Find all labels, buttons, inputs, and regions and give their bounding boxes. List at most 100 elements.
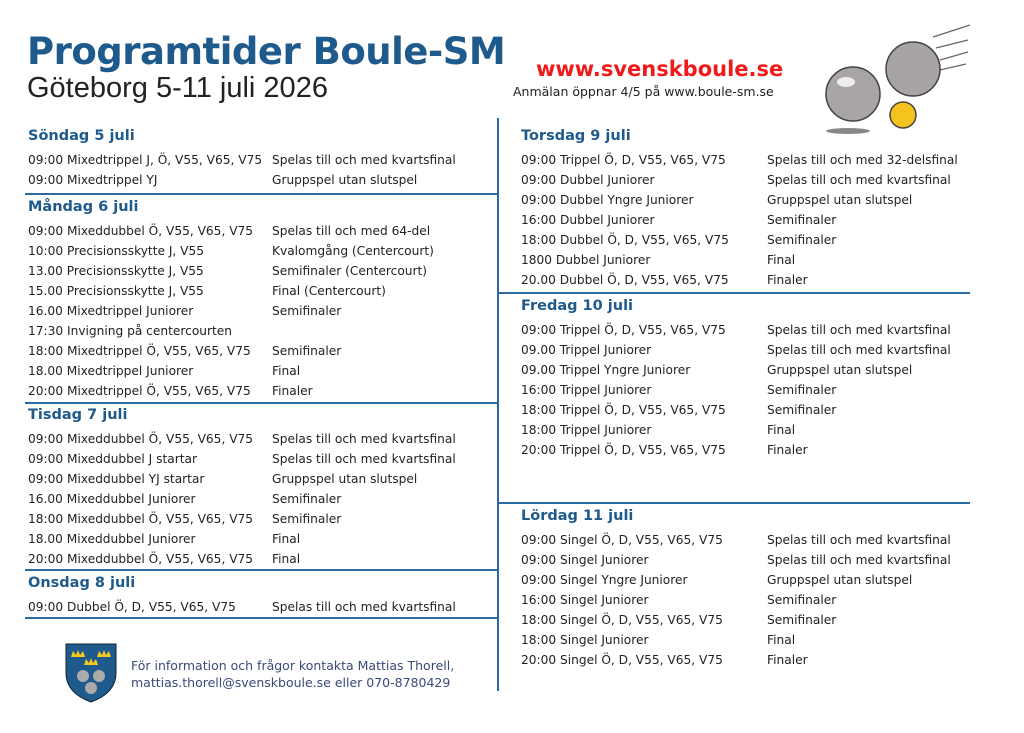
event-name: 15.00 Precisionsskytte J, V55 [28, 284, 204, 298]
event-stage: Gruppspel utan slutspel [272, 173, 418, 187]
contact-info: För information och frågor kontakta Matt… [131, 657, 454, 691]
event-stage: Semifinaler [272, 492, 342, 506]
schedule-row: 20:00 Mixeddubbel Ö, V55, V65, V75 Final [28, 549, 498, 569]
schedule-row: 20:00 Singel Ö, D, V55, V65, V75 Finaler [521, 650, 991, 670]
section-divider [25, 193, 498, 195]
event-name: 16:00 Singel Juniorer [521, 593, 649, 607]
day-heading: Tisdag 7 juli [28, 407, 128, 423]
day-section-sondag: Söndag 5 juli 09:00 Mixedtrippel J, Ö, V5… [28, 127, 498, 190]
event-name: 1800 Dubbel Juniorer [521, 253, 651, 267]
contact-line[interactable]: mattias.thorell@svenskboule.se eller 070… [131, 675, 451, 690]
schedule-row: 09:00 Dubbel Yngre Juniorer Gruppspel uta… [521, 190, 991, 210]
federation-logo [65, 643, 117, 703]
event-stage: Finaler [767, 273, 808, 287]
event-name: 09:00 Mixedtrippel YJ [28, 173, 158, 187]
boule-balls-illustration [825, 24, 971, 134]
day-heading: Fredag 10 juli [521, 298, 634, 314]
event-stage: Final [272, 364, 301, 378]
event-name: 09:00 Mixeddubbel Ö, V55, V65, V75 [28, 224, 254, 238]
event-name: 09:00 Dubbel Ö, D, V55, V65, V75 [28, 600, 236, 614]
event-name: 09:00 Singel Juniorer [521, 553, 649, 567]
event-stage: Gruppspel utan slutspel [767, 363, 913, 377]
event-name: 20:00 Mixeddubbel Ö, V55, V65, V75 [28, 552, 254, 566]
event-name: 18:00 Singel Ö, D, V55, V65, V75 [521, 613, 723, 627]
schedule-row: 09:00 Trippel Ö, D, V55, V65, V75 Spelas … [521, 320, 991, 340]
schedule-row: 16:00 Trippel Juniorer Semifinaler [521, 380, 991, 400]
event-name: 20:00 Trippel Ö, D, V55, V65, V75 [521, 443, 726, 457]
day-section-tisdag: Tisdag 7 juli 09:00 Mixeddubbel Ö, V55, V… [28, 406, 498, 569]
schedule-row: 18:00 Singel Ö, D, V55, V65, V75 Semifina… [521, 610, 991, 630]
schedule-row: 09:00 Singel Juniorer Spelas till och med… [521, 550, 991, 570]
event-stage: Finaler [272, 384, 313, 398]
event-name: 16:00 Dubbel Juniorer [521, 213, 655, 227]
schedule-row: 13.00 Precisionsskytte J, V55 Semifinaler… [28, 261, 498, 281]
schedule-row: 18:00 Dubbel Ö, D, V55, V65, V75 Semifina… [521, 230, 991, 250]
section-divider [499, 292, 970, 294]
day-section-mandag: Måndag 6 juli 09:00 Mixeddubbel Ö, V55, V… [28, 198, 498, 401]
page-title: Programtider Boule-SM [27, 30, 506, 73]
event-stage: Final [272, 532, 301, 546]
event-stage: Semifinaler [272, 344, 342, 358]
schedule-row: 09:00 Dubbel Ö, D, V55, V65, V75 Spelas t… [28, 597, 498, 617]
event-name: 09:00 Singel Yngre Juniorer [521, 573, 688, 587]
schedule-row: 16.00 Mixeddubbel Juniorer Semifinaler [28, 489, 498, 509]
event-stage: Semifinaler [767, 593, 837, 607]
website-link[interactable]: www.svenskboule.se [536, 57, 784, 81]
schedule-row: 16:00 Dubbel Juniorer Semifinaler [521, 210, 991, 230]
event-stage: Finaler [767, 653, 808, 667]
event-stage: Spelas till och med kvartsfinal [767, 553, 951, 567]
event-stage: Final [767, 423, 796, 437]
event-stage: Gruppspel utan slutspel [767, 193, 913, 207]
day-heading: Onsdag 8 juli [28, 575, 136, 591]
event-name: 18:00 Dubbel Ö, D, V55, V65, V75 [521, 233, 729, 247]
event-stage: Spelas till och med 32-delsfinal [767, 153, 958, 167]
event-name: 09:00 Dubbel Yngre Juniorer [521, 193, 694, 207]
event-stage: Spelas till och med kvartsfinal [767, 343, 951, 357]
column-divider [497, 118, 499, 691]
event-name: 09:00 Mixeddubbel J startar [28, 452, 197, 466]
event-stage: Spelas till och med kvartsfinal [272, 452, 456, 466]
section-divider [25, 617, 498, 619]
event-stage: Final [767, 633, 796, 647]
schedule-row: 18:00 Mixeddubbel Ö, V55, V65, V75 Semifi… [28, 509, 498, 529]
schedule-row: 17:30 Invigning på centercourten [28, 321, 498, 341]
event-stage: Spelas till och med kvartsfinal [767, 173, 951, 187]
event-stage: Spelas till och med kvartsfinal [767, 533, 951, 547]
schedule-row: 20:00 Trippel Ö, D, V55, V65, V75 Finaler [521, 440, 991, 460]
event-name: 10:00 Precisionsskytte J, V55 [28, 244, 205, 258]
contact-line: För information och frågor kontakta Matt… [131, 658, 455, 673]
event-name: 18:00 Singel Juniorer [521, 633, 649, 647]
day-heading: Söndag 5 juli [28, 128, 135, 144]
section-divider [25, 569, 498, 571]
schedule-row: 1800 Dubbel Juniorer Final [521, 250, 991, 270]
event-stage: Spelas till och med kvartsfinal [272, 432, 456, 446]
event-name: 09.00 Trippel Yngre Juniorer [521, 363, 691, 377]
event-stage: Semifinaler [272, 304, 342, 318]
event-stage: Final [767, 253, 796, 267]
schedule-row: 18:00 Mixedtrippel Ö, V55, V65, V75 Semif… [28, 341, 498, 361]
section-divider [499, 502, 970, 504]
event-name: 20:00 Mixedtrippel Ö, V55, V65, V75 [28, 384, 251, 398]
day-heading: Torsdag 9 juli [521, 128, 631, 144]
event-stage: Spelas till och med kvartsfinal [767, 323, 951, 337]
day-heading: Måndag 6 juli [28, 199, 139, 215]
schedule-row: 18.00 Mixedtrippel Juniorer Final [28, 361, 498, 381]
event-name: 18:00 Trippel Juniorer [521, 423, 652, 437]
event-name: 16:00 Trippel Juniorer [521, 383, 652, 397]
event-name: 18:00 Mixedtrippel Ö, V55, V65, V75 [28, 344, 251, 358]
schedule-row: 09:00 Trippel Ö, D, V55, V65, V75 Spelas … [521, 150, 991, 170]
schedule-row: 09:00 Dubbel Juniorer Spelas till och med… [521, 170, 991, 190]
event-name: 09:00 Mixeddubbel Ö, V55, V65, V75 [28, 432, 254, 446]
schedule-row: 09.00 Trippel Juniorer Spelas till och me… [521, 340, 991, 360]
day-section-torsdag: Torsdag 9 juli 09:00 Trippel Ö, D, V55, V… [521, 127, 991, 290]
schedule-row: 16.00 Mixedtrippel Juniorer Semifinaler [28, 301, 498, 321]
signup-note: Anmälan öppnar 4/5 på www.boule-sm.se [513, 84, 774, 99]
schedule-row: 09:00 Mixeddubbel YJ startar Gruppspel ut… [28, 469, 498, 489]
event-name: 18:00 Mixeddubbel Ö, V55, V65, V75 [28, 512, 254, 526]
schedule-row: 16:00 Singel Juniorer Semifinaler [521, 590, 991, 610]
schedule-row: 09:00 Singel Yngre Juniorer Gruppspel uta… [521, 570, 991, 590]
event-stage: Kvalomgång (Centercourt) [272, 244, 434, 258]
schedule-row: 18:00 Trippel Ö, D, V55, V65, V75 Semifin… [521, 400, 991, 420]
schedule-row: 09:00 Mixeddubbel Ö, V55, V65, V75 Spelas… [28, 429, 498, 449]
event-stage: Semifinaler [767, 403, 837, 417]
